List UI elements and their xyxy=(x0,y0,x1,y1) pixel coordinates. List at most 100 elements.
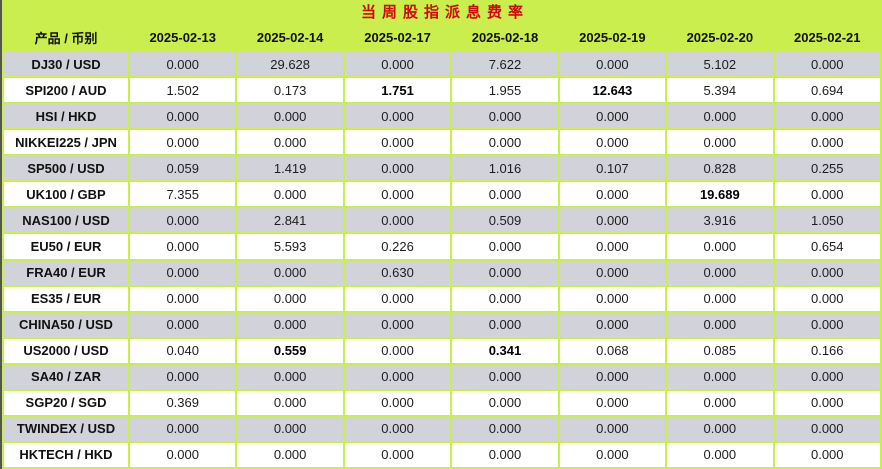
value-cell: 0.000 xyxy=(557,49,668,79)
value-cell: 0.107 xyxy=(557,154,668,183)
value-cell: 0.000 xyxy=(450,388,560,417)
value-cell: 0.000 xyxy=(665,284,775,313)
value-cell: 0.085 xyxy=(665,336,775,365)
value-cell: 0.000 xyxy=(772,128,882,157)
value-cell: 0.000 xyxy=(342,414,453,443)
value-cell: 0.000 xyxy=(772,258,882,287)
value-cell: 0.654 xyxy=(772,232,882,261)
value-cell: 0.000 xyxy=(665,414,775,443)
value-cell: 0.000 xyxy=(772,440,882,469)
value-cell: 5.593 xyxy=(235,232,345,261)
value-cell: 0.000 xyxy=(342,440,453,469)
product-cell: HKTECH / HKD xyxy=(2,440,130,469)
value-cell: 19.689 xyxy=(665,180,775,209)
value-cell: 0.040 xyxy=(127,336,238,365)
value-cell: 0.000 xyxy=(235,102,345,131)
value-cell: 0.000 xyxy=(342,206,453,235)
value-cell: 1.955 xyxy=(450,76,560,105)
table-row: SGP20 / SGD 0.369 0.000 0.000 0.000 0.000 0.00… xyxy=(2,388,882,417)
value-cell: 0.000 xyxy=(450,414,560,443)
value-cell: 0.000 xyxy=(127,362,238,391)
value-cell: 0.000 xyxy=(557,128,668,157)
table-row: FRA40 / EUR 0.000 0.000 0.630 0.000 0.000 0.00… xyxy=(2,258,882,287)
product-cell: NIKKEI225 / JPN xyxy=(2,128,130,157)
value-cell: 0.068 xyxy=(557,336,668,365)
value-cell: 29.628 xyxy=(235,49,345,79)
value-cell: 0.000 xyxy=(235,284,345,313)
table-body: DJ30 / USD 0.000 29.628 0.000 7.622 0.000 5.10… xyxy=(2,49,882,469)
value-cell: 0.000 xyxy=(557,206,668,235)
value-cell: 0.000 xyxy=(450,284,560,313)
value-cell: 3.916 xyxy=(665,206,775,235)
product-cell: SA40 / ZAR xyxy=(2,362,130,391)
value-cell: 0.000 xyxy=(235,440,345,469)
value-cell: 0.000 xyxy=(127,206,238,235)
value-cell: 0.000 xyxy=(557,232,668,261)
value-cell: 0.000 xyxy=(127,284,238,313)
column-header-date: 2025-02-17 xyxy=(342,22,453,52)
value-cell: 0.000 xyxy=(665,128,775,157)
value-cell: 0.000 xyxy=(342,388,453,417)
value-cell: 1.016 xyxy=(450,154,560,183)
value-cell: 0.000 xyxy=(235,414,345,443)
value-cell: 0.000 xyxy=(665,102,775,131)
product-cell: SGP20 / SGD xyxy=(2,388,130,417)
value-cell: 7.622 xyxy=(450,49,560,79)
table-row: UK100 / GBP 7.355 0.000 0.000 0.000 0.000 19.6… xyxy=(2,180,882,209)
product-cell: US2000 / USD xyxy=(2,336,130,365)
table-row: ES35 / EUR 0.000 0.000 0.000 0.000 0.000 0.000… xyxy=(2,284,882,313)
value-cell: 0.000 xyxy=(665,310,775,339)
value-cell: 0.000 xyxy=(665,362,775,391)
value-cell: 0.000 xyxy=(665,232,775,261)
table-row: HSI / HKD 0.000 0.000 0.000 0.000 0.000 0.000 0… xyxy=(2,102,882,131)
value-cell: 0.000 xyxy=(557,440,668,469)
value-cell: 0.000 xyxy=(557,180,668,209)
product-cell: SP500 / USD xyxy=(2,154,130,183)
value-cell: 0.000 xyxy=(772,388,882,417)
value-cell: 7.355 xyxy=(127,180,238,209)
column-header-date: 2025-02-20 xyxy=(665,22,775,52)
table-header: 产品 / 币别 2025-02-13 2025-02-14 2025-02-17 20… xyxy=(2,22,882,52)
value-cell: 0.000 xyxy=(772,414,882,443)
value-cell: 0.000 xyxy=(342,102,453,131)
value-cell: 0.000 xyxy=(557,102,668,131)
product-cell: ES35 / EUR xyxy=(2,284,130,313)
value-cell: 0.000 xyxy=(450,102,560,131)
value-cell: 0.000 xyxy=(342,362,453,391)
table-row: HKTECH / HKD 0.000 0.000 0.000 0.000 0.000 0.0… xyxy=(2,440,882,469)
value-cell: 0.000 xyxy=(235,362,345,391)
value-cell: 0.694 xyxy=(772,76,882,105)
value-cell: 0.173 xyxy=(235,76,345,105)
dividend-rates-table: 产品 / 币别 2025-02-13 2025-02-14 2025-02-17 20… xyxy=(2,22,882,469)
value-cell: 0.000 xyxy=(450,128,560,157)
value-cell: 0.341 xyxy=(450,336,560,365)
product-cell: DJ30 / USD xyxy=(2,49,130,79)
value-cell: 12.643 xyxy=(557,76,668,105)
value-cell: 0.000 xyxy=(127,128,238,157)
table-row: CHINA50 / USD 0.000 0.000 0.000 0.000 0.000 0.… xyxy=(2,310,882,339)
value-cell: 0.000 xyxy=(342,180,453,209)
value-cell: 0.000 xyxy=(450,180,560,209)
column-header-date: 2025-02-19 xyxy=(557,22,668,52)
value-cell: 5.394 xyxy=(665,76,775,105)
value-cell: 0.000 xyxy=(557,284,668,313)
product-cell: SPI200 / AUD xyxy=(2,76,130,105)
table-row: SA40 / ZAR 0.000 0.000 0.000 0.000 0.000 0.000… xyxy=(2,362,882,391)
header-row: 产品 / 币别 2025-02-13 2025-02-14 2025-02-17 20… xyxy=(2,22,882,52)
value-cell: 0.000 xyxy=(450,232,560,261)
column-header-date: 2025-02-18 xyxy=(450,22,560,52)
value-cell: 0.000 xyxy=(772,49,882,79)
value-cell: 0.059 xyxy=(127,154,238,183)
value-cell: 0.000 xyxy=(772,362,882,391)
value-cell: 0.000 xyxy=(665,258,775,287)
value-cell: 0.000 xyxy=(342,310,453,339)
value-cell: 0.000 xyxy=(235,388,345,417)
product-cell: TWINDEX / USD xyxy=(2,414,130,443)
column-header-date: 2025-02-13 xyxy=(127,22,238,52)
value-cell: 0.000 xyxy=(450,440,560,469)
product-cell: UK100 / GBP xyxy=(2,180,130,209)
value-cell: 0.000 xyxy=(127,258,238,287)
value-cell: 0.000 xyxy=(235,310,345,339)
value-cell: 0.000 xyxy=(772,102,882,131)
